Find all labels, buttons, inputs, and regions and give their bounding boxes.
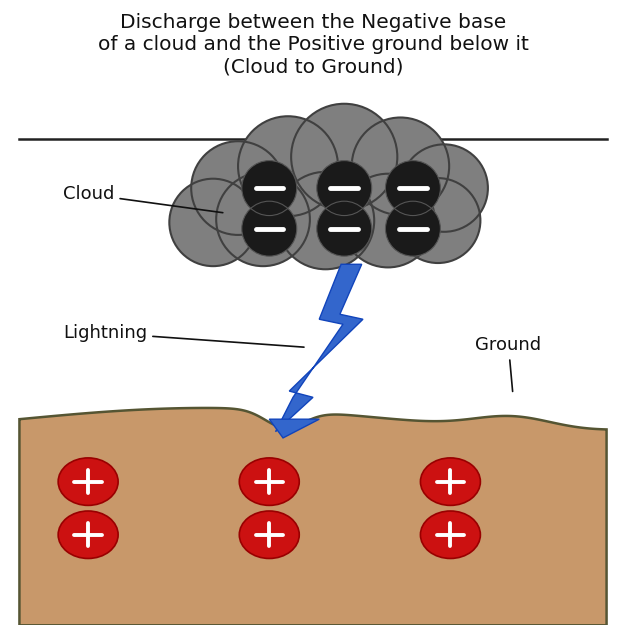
Circle shape — [242, 201, 297, 256]
Circle shape — [242, 161, 297, 215]
Text: Ground: Ground — [475, 337, 541, 391]
Ellipse shape — [58, 511, 118, 558]
Circle shape — [291, 104, 398, 210]
Circle shape — [401, 145, 488, 232]
Polygon shape — [275, 264, 363, 432]
Text: Discharge between the Negative base
of a cloud and the Positive ground below it
: Discharge between the Negative base of a… — [98, 13, 528, 76]
Polygon shape — [269, 419, 319, 438]
Circle shape — [277, 172, 374, 269]
Circle shape — [191, 141, 285, 235]
Polygon shape — [19, 408, 607, 625]
Ellipse shape — [239, 511, 299, 558]
Ellipse shape — [58, 458, 118, 505]
Circle shape — [238, 116, 338, 216]
Text: Cloud: Cloud — [63, 185, 223, 213]
Circle shape — [352, 118, 449, 215]
Circle shape — [317, 201, 372, 256]
Ellipse shape — [239, 458, 299, 505]
Circle shape — [386, 201, 441, 256]
Circle shape — [170, 178, 257, 266]
Circle shape — [216, 172, 310, 266]
Circle shape — [341, 173, 435, 267]
Ellipse shape — [421, 511, 480, 558]
Ellipse shape — [421, 458, 480, 505]
Circle shape — [396, 178, 480, 263]
Text: Lightning: Lightning — [63, 324, 304, 347]
Circle shape — [317, 161, 372, 215]
Circle shape — [386, 161, 441, 215]
